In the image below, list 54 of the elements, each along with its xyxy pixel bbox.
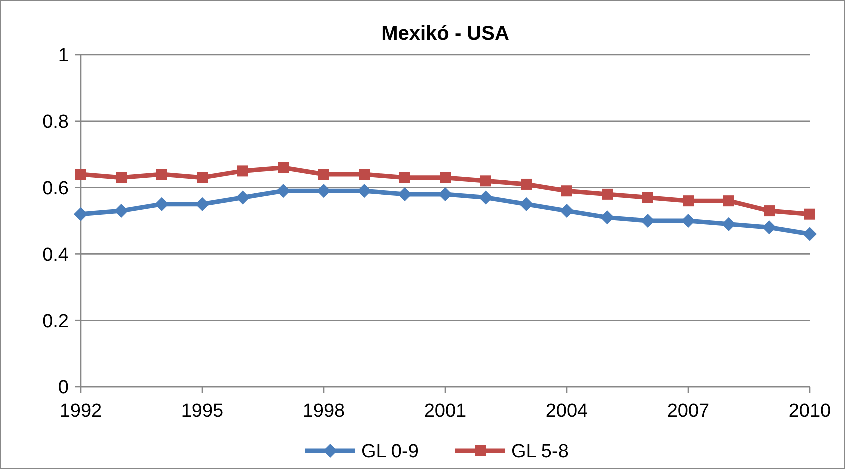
- point: [641, 214, 655, 228]
- point: [722, 217, 736, 232]
- point: [318, 169, 330, 180]
- point: [156, 169, 168, 180]
- y-tick-label: 0: [58, 378, 69, 399]
- chart-title: Mexikó - USA: [382, 23, 510, 45]
- point: [724, 196, 734, 207]
- point: [155, 197, 169, 212]
- point: [238, 166, 248, 177]
- point: [196, 197, 210, 212]
- point: [762, 220, 776, 235]
- legend-label: GL 0-9: [362, 442, 419, 463]
- x-tick-label: 1995: [181, 401, 224, 422]
- x-tick-label: 1992: [60, 401, 102, 422]
- point: [683, 196, 694, 207]
- y-tick-label: 1: [58, 46, 69, 67]
- x-tick-label: 2004: [546, 401, 589, 422]
- point: [560, 204, 574, 218]
- point: [521, 178, 532, 190]
- point: [358, 184, 372, 198]
- x-tick-label: 2001: [424, 401, 467, 422]
- point: [602, 188, 613, 200]
- point: [438, 187, 452, 202]
- point: [114, 204, 128, 218]
- legend-label: GL 5-8: [512, 442, 569, 463]
- point: [803, 227, 817, 242]
- point: [74, 207, 88, 222]
- point: [600, 210, 614, 225]
- point: [764, 206, 775, 217]
- point: [116, 172, 127, 184]
- point: [276, 184, 290, 198]
- y-tick-label: 0.8: [42, 112, 69, 134]
- point: [236, 190, 250, 205]
- point: [278, 162, 289, 174]
- point: [479, 190, 493, 205]
- point: [400, 172, 410, 184]
- point: [197, 172, 208, 184]
- y-tick-label: 0.4: [42, 244, 70, 266]
- point: [317, 184, 331, 198]
- x-tick-label: 2007: [667, 401, 710, 422]
- point: [480, 176, 492, 187]
- y-tick-label: 0.2: [42, 311, 69, 332]
- point: [682, 214, 696, 228]
- point: [804, 208, 816, 220]
- y-tick-label: 0.6: [42, 178, 69, 200]
- point: [562, 186, 572, 197]
- x-tick-label: 1998: [302, 401, 346, 422]
- point: [398, 187, 412, 202]
- point: [76, 169, 86, 180]
- point: [642, 192, 654, 204]
- point: [440, 172, 451, 184]
- x-tick-label: 2010: [788, 401, 832, 422]
- point: [520, 197, 534, 212]
- point: [359, 169, 370, 180]
